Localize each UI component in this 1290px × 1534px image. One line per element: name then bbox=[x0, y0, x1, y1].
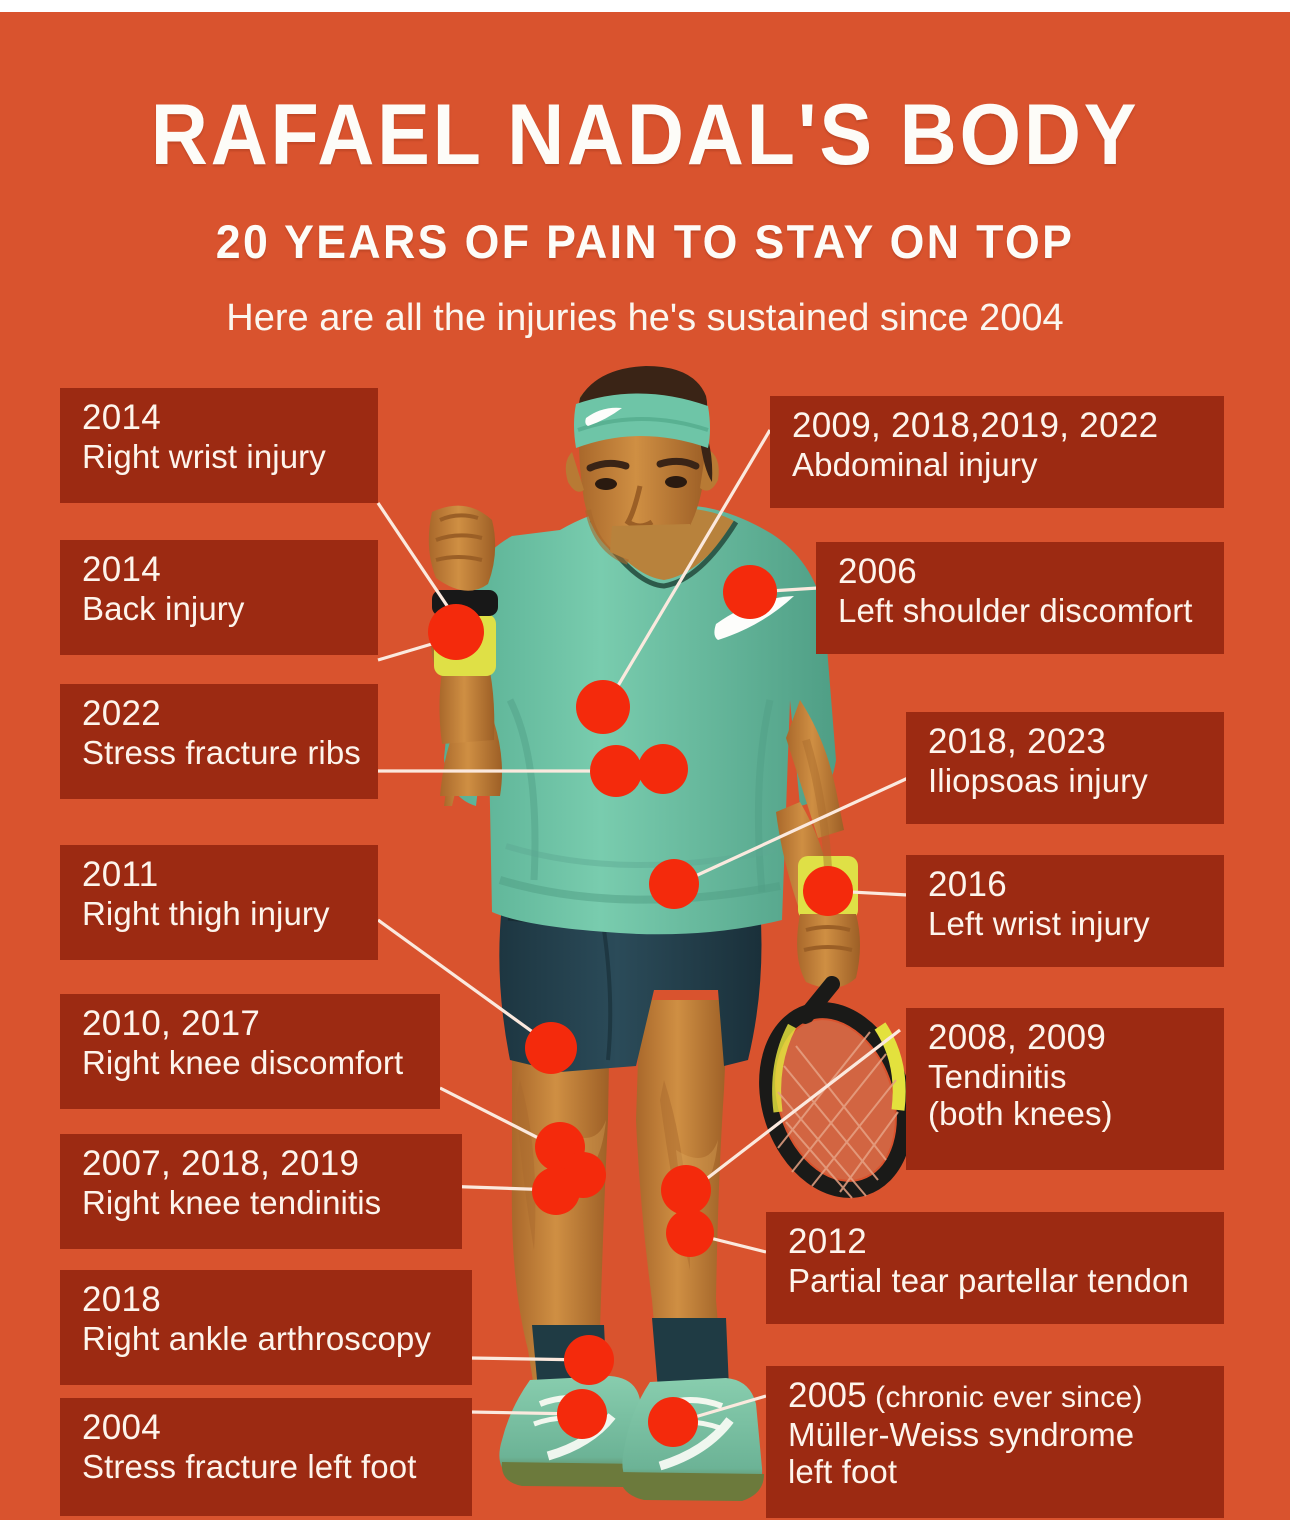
callout-left-6[interactable]: 2007, 2018, 2019 Right knee tendinitis bbox=[60, 1134, 462, 1249]
callout-desc: Iliopsoas injury bbox=[928, 762, 1148, 800]
callout-right-2[interactable]: 2006 Left shoulder discomfort bbox=[816, 542, 1224, 654]
page-tagline: Here are all the injuries he's sustained… bbox=[226, 297, 1064, 339]
callout-desc: Right knee discomfort bbox=[82, 1044, 404, 1082]
page-subtitle: 20 YEARS OF PAIN TO STAY ON TOP bbox=[215, 215, 1075, 268]
callout-year: 2018, 2023 bbox=[928, 722, 1107, 761]
callout-year: 2007, 2018, 2019 bbox=[82, 1144, 360, 1183]
callout-year: 2006 bbox=[838, 552, 918, 591]
callout-year: 2018 bbox=[82, 1280, 162, 1319]
callout-left-4[interactable]: 2011 Right thigh injury bbox=[60, 845, 378, 960]
callout-desc: Partial tear partellar tendon bbox=[788, 1262, 1189, 1300]
callout-right-7[interactable]: 2005 (chronic ever since) Müller-Weiss sy… bbox=[766, 1366, 1224, 1518]
callout-left-8[interactable]: 2004 Stress fracture left foot bbox=[60, 1398, 472, 1516]
callout-year: 2008, 2009 bbox=[928, 1018, 1107, 1057]
callout-right-1[interactable]: 2009, 2018,2019, 2022 Abdominal injury bbox=[770, 396, 1224, 508]
callout-desc: Right thigh injury bbox=[82, 895, 330, 933]
callout-year: 2014 bbox=[82, 550, 162, 589]
callout-right-6[interactable]: 2012 Partial tear partellar tendon bbox=[766, 1212, 1224, 1324]
callout-left-3[interactable]: 2022 Stress fracture ribs bbox=[60, 684, 378, 799]
callout-year: 2014 bbox=[82, 398, 162, 437]
callout-year: 2005 (chronic ever since) bbox=[788, 1376, 1208, 1415]
callout-year: 2012 bbox=[788, 1222, 868, 1261]
callout-right-4[interactable]: 2016 Left wrist injury bbox=[906, 855, 1224, 967]
callout-desc: Abdominal injury bbox=[792, 446, 1038, 484]
callout-year: 2022 bbox=[82, 694, 162, 733]
callout-left-5[interactable]: 2010, 2017 Right knee discomfort bbox=[60, 994, 440, 1109]
callout-desc: Tendinitis (both knees) bbox=[928, 1058, 1113, 1133]
callout-left-1[interactable]: 2014 Right wrist injury bbox=[60, 388, 378, 503]
callout-left-2[interactable]: 2014 Back injury bbox=[60, 540, 378, 655]
callout-desc: Left shoulder discomfort bbox=[838, 592, 1193, 630]
callout-year: 2009, 2018,2019, 2022 bbox=[792, 406, 1159, 445]
callout-right-3[interactable]: 2018, 2023 Iliopsoas injury bbox=[906, 712, 1224, 824]
callout-left-7[interactable]: 2018 Right ankle arthroscopy bbox=[60, 1270, 472, 1385]
callout-right-5[interactable]: 2008, 2009 Tendinitis (both knees) bbox=[906, 1008, 1224, 1170]
callout-year: 2016 bbox=[928, 865, 1008, 904]
callout-desc: Back injury bbox=[82, 590, 245, 628]
callout-desc: Right wrist injury bbox=[82, 438, 326, 476]
callout-year-note: (chronic ever since) bbox=[875, 1381, 1143, 1414]
shoes bbox=[499, 1376, 764, 1501]
callout-desc: Right ankle arthroscopy bbox=[82, 1320, 431, 1358]
shirt bbox=[444, 505, 836, 935]
callout-desc: Right knee tendinitis bbox=[82, 1184, 382, 1222]
callout-year: 2004 bbox=[82, 1408, 162, 1447]
tennis-racket bbox=[759, 976, 913, 1199]
callout-year: 2011 bbox=[82, 855, 159, 894]
callout-desc: Left wrist injury bbox=[928, 905, 1150, 943]
callout-desc: Müller-Weiss syndrome left foot bbox=[788, 1416, 1135, 1491]
page-title: RAFAEL NADAL'S BODY bbox=[150, 87, 1140, 183]
callout-year: 2010, 2017 bbox=[82, 1004, 261, 1043]
callout-desc: Stress fracture left foot bbox=[82, 1448, 417, 1486]
callout-desc: Stress fracture ribs bbox=[82, 734, 361, 772]
callout-year-value: 2005 bbox=[788, 1376, 868, 1415]
